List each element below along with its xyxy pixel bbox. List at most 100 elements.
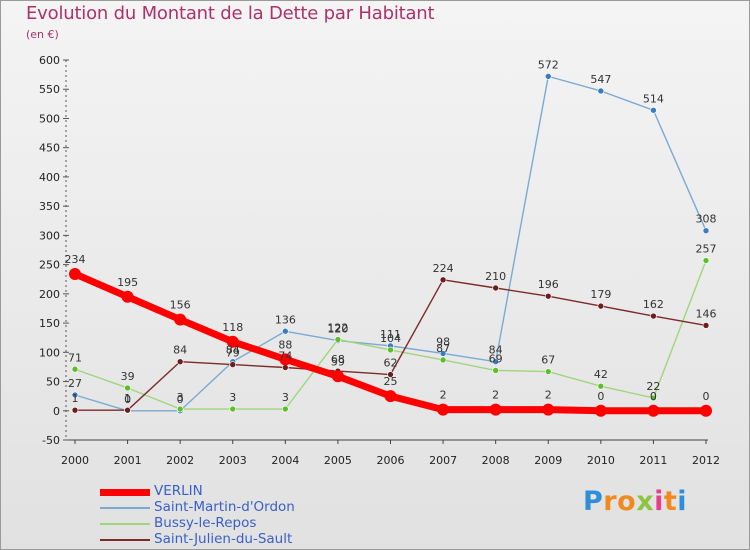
data-point [492, 367, 499, 374]
data-point [492, 358, 499, 365]
legend-label: Saint-Julien-du-Sault [154, 531, 293, 547]
logo-letter: o [617, 486, 637, 517]
y-tick-label: 400 [39, 171, 60, 184]
logo-letter: x [636, 486, 655, 517]
data-label: 67 [541, 354, 555, 367]
data-point [229, 405, 237, 413]
y-tick-label: 150 [39, 317, 60, 330]
data-point [282, 327, 289, 335]
data-label: 0 [597, 390, 604, 403]
data-point [650, 394, 657, 402]
data-label: 210 [485, 270, 506, 283]
data-point [69, 267, 81, 280]
data-label: 59 [331, 355, 345, 368]
data-point [387, 346, 394, 354]
data-label: 98 [436, 335, 450, 348]
y-tick-label: 250 [39, 259, 60, 272]
data-point [176, 405, 184, 413]
data-point [492, 284, 499, 292]
data-label: 88 [278, 338, 292, 351]
data-point [439, 350, 447, 357]
data-point [439, 356, 447, 364]
y-tick-label: -50 [42, 434, 60, 447]
x-tick-label: 2010 [587, 454, 615, 467]
data-label: 22 [646, 380, 660, 393]
data-label: 136 [275, 313, 296, 326]
data-label: 0 [650, 390, 657, 403]
data-label: 3 [229, 391, 236, 404]
data-label: 39 [121, 370, 135, 383]
x-tick-label: 2003 [219, 454, 247, 467]
x-tick-label: 2002 [166, 454, 194, 467]
data-label: 42 [594, 368, 608, 381]
data-label: 0 [124, 393, 131, 406]
data-point [384, 390, 397, 403]
data-label: 547 [590, 73, 611, 86]
data-label: 84 [173, 344, 187, 357]
series-bussy-le-repos [71, 257, 710, 413]
data-point [71, 391, 79, 399]
data-label: 104 [380, 332, 401, 345]
data-label: 234 [65, 253, 86, 266]
y-tick-label: 500 [39, 112, 60, 125]
data-point [121, 290, 134, 303]
data-label: 84 [226, 344, 240, 357]
x-tick-label: 2012 [692, 454, 720, 467]
data-label: 27 [68, 377, 82, 390]
data-point [650, 106, 657, 114]
data-point [279, 353, 292, 366]
data-label: 71 [68, 351, 82, 364]
data-label: 572 [538, 58, 559, 71]
y-tick-label: 600 [39, 54, 60, 67]
x-tick-label: 2006 [377, 454, 405, 467]
data-label: 196 [538, 278, 559, 291]
data-label: 3 [177, 391, 184, 404]
data-label: 69 [489, 352, 503, 365]
data-label: 162 [643, 298, 664, 311]
x-tick-label: 2001 [114, 454, 142, 467]
x-tick-label: 2009 [534, 454, 562, 467]
x-tick-label: 2007 [429, 454, 457, 467]
data-label: 2 [545, 389, 552, 402]
data-label: 68 [331, 353, 345, 366]
data-point [71, 365, 79, 373]
data-label: 79 [226, 347, 240, 360]
data-label: 224 [433, 262, 454, 275]
data-point [226, 335, 239, 348]
legend-label: Saint-Martin-d'Ordon [154, 499, 295, 515]
data-point [439, 276, 447, 284]
data-label: 25 [384, 375, 398, 388]
proxiti-logo: Proxiti [583, 486, 687, 517]
data-point [387, 371, 394, 378]
y-tick-label: 50 [46, 376, 60, 389]
y-tick-label: 550 [39, 83, 60, 96]
data-point [331, 370, 344, 383]
data-label: 195 [117, 276, 138, 289]
data-point [597, 382, 605, 390]
data-label: 118 [222, 321, 243, 334]
data-label: 87 [436, 342, 450, 355]
data-point [334, 336, 342, 343]
data-label: 514 [643, 92, 664, 105]
chart-title: Evolution du Montant de la Dette par Hab… [26, 3, 435, 24]
data-label: 74 [278, 350, 292, 363]
legend-label: Bussy-le-Repos [154, 515, 257, 531]
data-point [597, 302, 605, 310]
data-label: 120 [327, 323, 348, 336]
data-point [71, 406, 79, 414]
legend-swatch [100, 489, 150, 496]
legend-label: VERLIN [154, 483, 203, 499]
x-tick-label: 2011 [639, 454, 667, 467]
data-label: 84 [489, 344, 503, 357]
data-point [437, 403, 450, 416]
logo-letter: r [603, 486, 618, 517]
data-point [229, 361, 237, 368]
logo-letter: P [583, 486, 604, 517]
logo-letter: t [663, 486, 678, 517]
y-tick-label: 0 [53, 405, 60, 418]
data-point [544, 292, 552, 300]
data-point [124, 406, 131, 414]
data-point [544, 368, 552, 375]
